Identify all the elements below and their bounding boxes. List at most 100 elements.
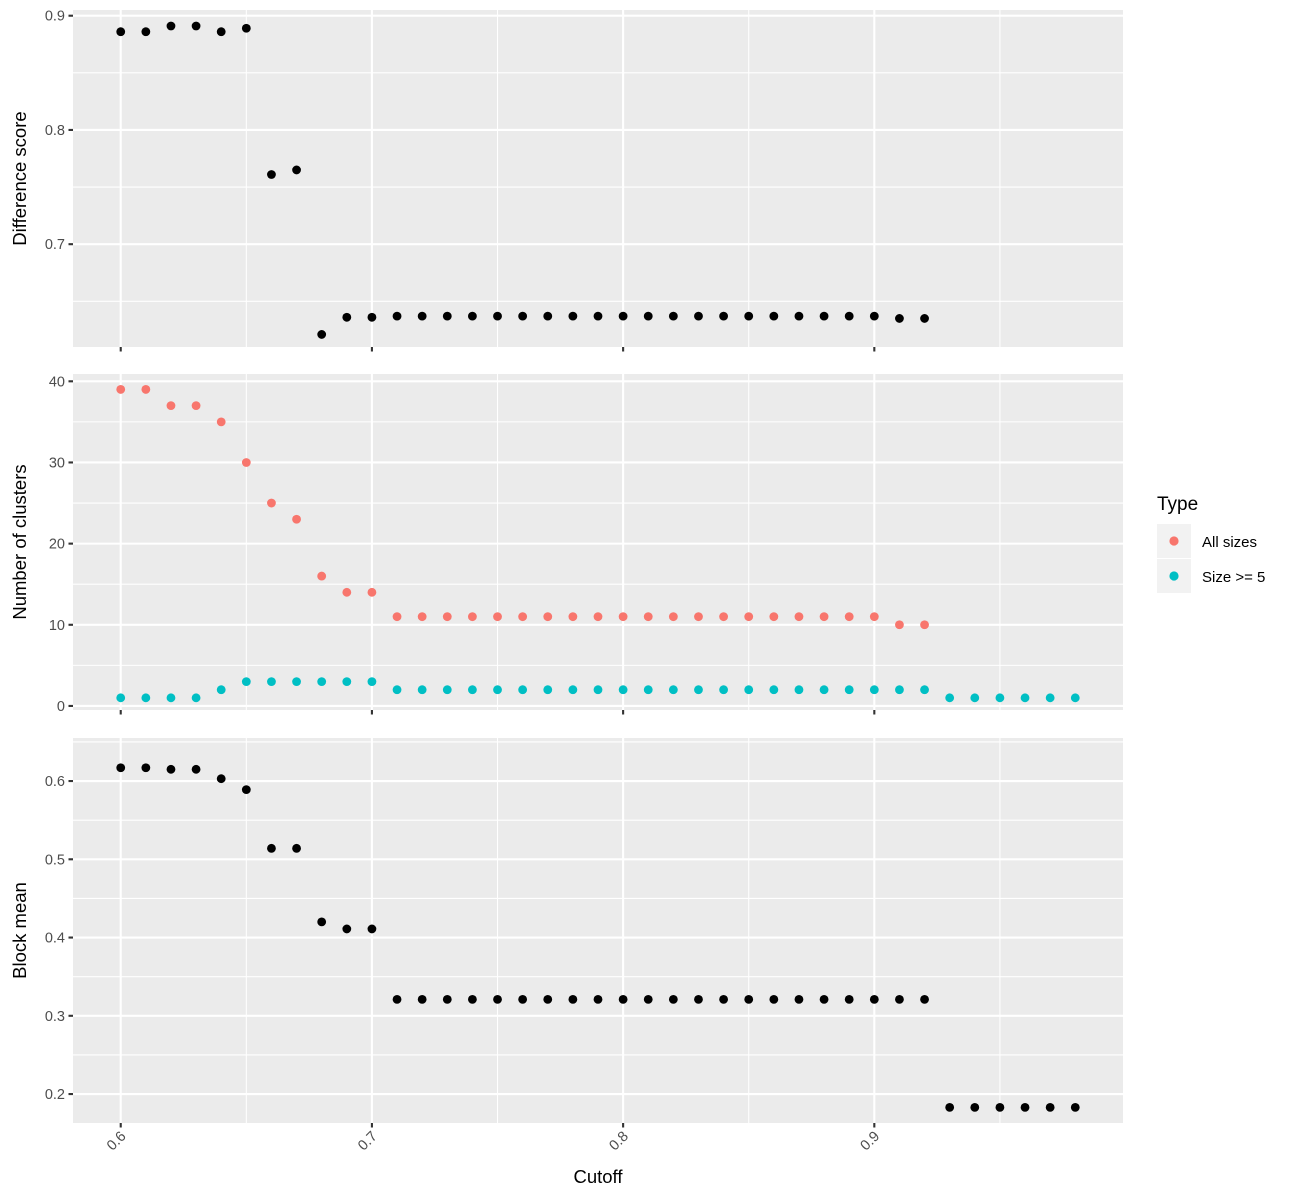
- y-axis-title-top: Difference score: [9, 111, 30, 245]
- data-point: [216, 685, 226, 695]
- data-point: [643, 685, 653, 695]
- data-point: [618, 612, 628, 622]
- data-point: [468, 311, 477, 321]
- data-point: [643, 311, 653, 321]
- data-point: [668, 685, 678, 695]
- data-point: [844, 311, 854, 321]
- data-point: [442, 311, 452, 321]
- data-point: [719, 311, 728, 321]
- data-point: [191, 401, 201, 411]
- data-point: [769, 685, 779, 695]
- data-point: [292, 165, 301, 175]
- data-point: [241, 677, 251, 686]
- data-point: [392, 685, 402, 695]
- data-point: [267, 677, 276, 686]
- data-point: [719, 612, 728, 622]
- data-point: [593, 685, 603, 695]
- panel-background: [73, 738, 1123, 1123]
- data-point: [568, 685, 578, 695]
- data-point: [392, 994, 402, 1004]
- data-point: [417, 994, 427, 1004]
- data-point: [1020, 1102, 1030, 1112]
- data-point: [744, 994, 754, 1004]
- data-point: [945, 1102, 955, 1112]
- data-point: [166, 764, 176, 774]
- data-point: [970, 693, 980, 703]
- data-point: [593, 994, 603, 1004]
- data-point: [518, 994, 528, 1004]
- data-point: [166, 693, 176, 703]
- data-point: [844, 994, 854, 1004]
- data-point: [216, 774, 226, 784]
- data-point: [895, 620, 904, 630]
- data-point: [543, 994, 553, 1004]
- data-point: [744, 311, 754, 321]
- data-point: [744, 612, 754, 622]
- panel-top: 0.7 0.8 0.9 Difference score: [9, 9, 1123, 352]
- panel-background: [73, 10, 1123, 347]
- data-point: [417, 311, 427, 321]
- y-tick-label: 0: [57, 699, 65, 715]
- y-tick-label: 0.3: [45, 1009, 65, 1025]
- y-tick-label: 30: [49, 455, 65, 471]
- legend-label-size-ge-5: Size >= 5: [1202, 569, 1265, 586]
- series-top: [116, 21, 929, 339]
- y-tick-label: 0.2: [45, 1087, 65, 1103]
- data-point: [116, 693, 126, 703]
- data-point: [694, 311, 703, 321]
- legend-key-size-ge-5: [1169, 571, 1179, 581]
- data-point: [141, 763, 151, 773]
- data-point: [1045, 693, 1055, 703]
- y-tick-label: 0.8: [45, 123, 65, 139]
- data-point: [618, 311, 628, 321]
- data-point: [543, 311, 553, 321]
- data-point: [392, 311, 402, 321]
- x-tick-label: 0.6: [104, 1129, 130, 1155]
- data-point: [141, 27, 151, 37]
- data-point: [442, 685, 452, 695]
- data-point: [216, 417, 226, 427]
- data-point: [141, 693, 151, 703]
- y-tick-label: 0.9: [45, 9, 65, 25]
- data-point: [769, 311, 779, 321]
- data-point: [292, 677, 301, 686]
- data-point: [819, 685, 829, 695]
- data-point: [468, 612, 477, 622]
- y-tick-label: 0.4: [45, 931, 65, 947]
- data-point: [468, 685, 477, 695]
- data-point: [618, 994, 628, 1004]
- data-point: [166, 401, 176, 411]
- data-point: [267, 170, 276, 179]
- panels-layer: 0.7 0.8 0.9 Difference score 0 10 20 30 40 Number…: [9, 9, 1123, 1154]
- data-point: [794, 994, 804, 1004]
- data-point: [769, 612, 779, 622]
- y-axis-title-middle: Number of clusters: [9, 464, 30, 619]
- data-point: [593, 311, 603, 321]
- data-point: [668, 612, 678, 622]
- data-point: [719, 685, 728, 695]
- data-point: [920, 620, 929, 630]
- data-point: [819, 994, 829, 1004]
- series-size-5: [116, 677, 1080, 703]
- data-point: [267, 498, 276, 508]
- data-point: [267, 843, 276, 853]
- data-point: [844, 612, 854, 622]
- panel-middle: 0 10 20 30 40 Number of clusters: [9, 374, 1123, 715]
- data-point: [668, 311, 678, 321]
- x-tick-label: 0.8: [606, 1129, 632, 1155]
- data-point: [367, 924, 377, 934]
- y-axis-title-bottom: Block mean: [9, 882, 30, 979]
- data-point: [920, 994, 929, 1004]
- legend-key-all-sizes: [1169, 536, 1179, 546]
- data-point: [744, 685, 754, 695]
- data-point: [719, 994, 728, 1004]
- data-point: [920, 314, 929, 323]
- data-point: [995, 693, 1005, 703]
- data-point: [342, 312, 352, 322]
- x-tick-label: 0.7: [355, 1129, 381, 1155]
- data-point: [191, 693, 201, 703]
- data-point: [317, 917, 327, 927]
- legend-label-all-sizes: All sizes: [1202, 534, 1257, 551]
- data-point: [342, 587, 352, 597]
